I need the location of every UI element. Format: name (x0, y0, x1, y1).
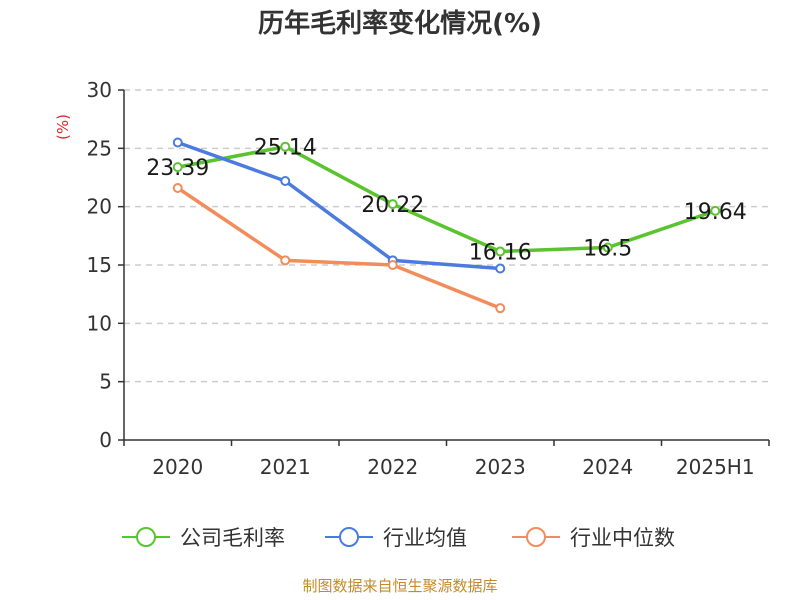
y-tick-label: 0 (99, 428, 112, 452)
y-axis-ticks: 0 5 10 15 20 25 30 (87, 78, 124, 452)
data-label: 16.5 (583, 237, 632, 262)
legend[interactable]: 公司毛利率 行业均值 行业中位数 (122, 526, 675, 550)
data-point[interactable] (495, 263, 506, 274)
data-label: 16.16 (469, 240, 532, 265)
data-label: 19.64 (684, 200, 747, 225)
y-tick-label: 5 (99, 370, 112, 394)
legend-label: 行业均值 (383, 526, 467, 550)
x-tick-label: 2023 (475, 455, 526, 479)
x-tick-label: 2024 (582, 455, 633, 479)
data-label: 23.39 (146, 156, 209, 181)
y-tick-label: 15 (87, 253, 112, 277)
data-point[interactable] (710, 205, 721, 216)
data-point[interactable] (602, 242, 613, 253)
legend-label: 公司毛利率 (180, 526, 285, 550)
data-point[interactable] (280, 176, 291, 186)
data-point[interactable] (172, 183, 183, 193)
series-points (172, 137, 721, 314)
legend-label: 行业中位数 (570, 526, 675, 550)
data-point[interactable] (172, 137, 183, 148)
data-point[interactable] (387, 260, 398, 270)
x-tick-label: 2025H1 (676, 455, 755, 479)
y-tick-label: 10 (87, 311, 112, 335)
legend-circle-marker (136, 527, 156, 547)
data-labels: 23.39 25.14 20.22 16.16 16.5 19.64 (146, 136, 746, 266)
y-tick-label: 25 (87, 136, 112, 160)
data-label: 25.14 (254, 136, 317, 161)
data-point[interactable] (495, 246, 506, 257)
y-tick-label: 20 (87, 195, 112, 219)
source-note: 制图数据来自恒生聚源数据库 (302, 577, 497, 595)
x-axis-ticks: 2020 2021 2022 2023 2024 2025H1 (123, 440, 770, 479)
legend-circle-marker (526, 527, 546, 547)
legend-item[interactable]: 行业中位数 (512, 526, 675, 550)
legend-item[interactable]: 行业均值 (325, 526, 467, 550)
chart-title: 历年毛利率变化情况(%) (258, 8, 542, 39)
y-tick-label: 30 (87, 78, 112, 102)
x-tick-label: 2020 (152, 455, 203, 479)
gridlines (124, 89, 769, 383)
y-axis-unit-label: (%) (54, 114, 72, 140)
series-line-2 (176, 186, 502, 310)
x-tick-label: 2021 (260, 455, 311, 479)
series-line-0 (176, 144, 717, 254)
x-tick-label: 2022 (367, 455, 418, 479)
data-point[interactable] (495, 303, 506, 314)
data-point[interactable] (280, 141, 291, 152)
series-lines (176, 140, 717, 310)
legend-circle-marker (339, 527, 359, 547)
data-point[interactable] (387, 199, 398, 210)
data-label: 20.22 (361, 193, 424, 218)
data-point[interactable] (172, 162, 183, 173)
data-point[interactable] (280, 255, 291, 266)
legend-item[interactable]: 公司毛利率 (122, 526, 285, 550)
series-line-1 (176, 140, 502, 271)
